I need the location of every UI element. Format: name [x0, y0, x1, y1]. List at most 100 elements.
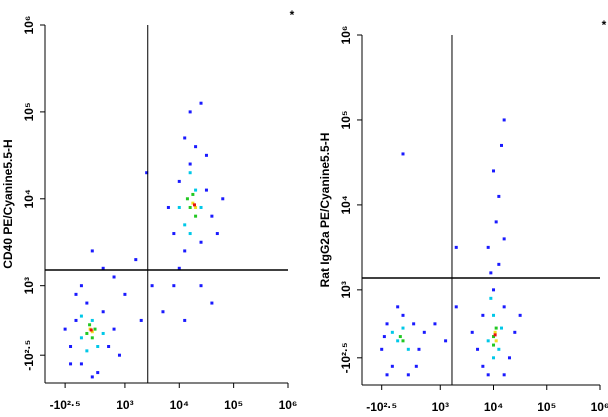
- y-tick-label: 10⁴: [22, 189, 36, 208]
- point: [497, 347, 501, 351]
- point: [499, 143, 503, 147]
- point: [486, 339, 490, 343]
- point: [513, 330, 517, 334]
- point: [88, 323, 92, 327]
- point: [90, 336, 94, 340]
- point: [396, 305, 400, 309]
- point: [380, 347, 384, 351]
- point: [188, 171, 192, 175]
- point: [112, 275, 116, 279]
- annotation: *: [602, 18, 607, 32]
- y-tick-label: 10⁴: [339, 195, 353, 214]
- x-tick-label: 10⁴: [484, 400, 503, 414]
- point: [134, 258, 138, 262]
- point: [123, 292, 127, 296]
- point: [502, 118, 506, 122]
- point: [85, 331, 89, 335]
- point: [398, 335, 402, 339]
- x-tick-label: 10⁶: [591, 400, 608, 414]
- point: [93, 327, 97, 331]
- point: [492, 169, 496, 173]
- point: [191, 201, 195, 205]
- point: [406, 347, 410, 351]
- point: [183, 318, 187, 322]
- point: [188, 205, 192, 209]
- point: [507, 356, 511, 360]
- point: [69, 362, 73, 366]
- point: [161, 310, 165, 314]
- x-tick-label: 10³: [432, 400, 449, 414]
- point: [390, 330, 394, 334]
- point: [502, 305, 506, 309]
- point: [382, 335, 386, 339]
- point: [444, 339, 448, 343]
- point: [101, 310, 105, 314]
- point: [401, 326, 405, 330]
- point: [188, 110, 192, 114]
- point: [139, 318, 143, 322]
- point: [194, 145, 198, 149]
- point: [199, 240, 203, 244]
- point: [188, 162, 192, 166]
- point: [215, 232, 219, 236]
- point: [494, 220, 498, 224]
- point: [486, 373, 490, 377]
- x-tick-label: 10⁶: [279, 398, 298, 412]
- y-tick-label: 10⁶: [339, 26, 353, 45]
- point: [194, 214, 198, 218]
- point: [177, 179, 181, 183]
- y-axis-label: CD40 PE/Cyanine5.5-H: [1, 139, 15, 268]
- point: [492, 288, 496, 292]
- point: [494, 339, 498, 343]
- point: [470, 330, 474, 334]
- point: [183, 223, 187, 227]
- point: [433, 322, 437, 326]
- point: [69, 345, 73, 349]
- point: [177, 266, 181, 270]
- point: [194, 205, 198, 209]
- point: [74, 292, 78, 296]
- point: [493, 330, 497, 334]
- y-axis-label: Rat IgG2a PE/Cyanine5.5-H: [318, 133, 332, 288]
- point: [499, 326, 503, 330]
- point: [210, 301, 214, 305]
- point: [172, 284, 176, 288]
- point: [145, 171, 149, 175]
- point: [177, 205, 181, 209]
- annotation: *: [290, 8, 295, 22]
- point: [493, 333, 497, 337]
- point: [486, 245, 490, 249]
- point: [112, 327, 116, 331]
- point: [96, 345, 100, 349]
- point: [210, 214, 214, 218]
- point: [188, 232, 192, 236]
- point: [492, 313, 496, 317]
- point: [204, 153, 208, 157]
- point: [79, 362, 83, 366]
- x-tick-label: -10²·⁵: [50, 398, 81, 412]
- x-tick-label: 10³: [116, 398, 133, 412]
- point: [492, 335, 496, 339]
- point: [96, 371, 100, 375]
- point: [492, 356, 496, 360]
- point: [502, 373, 506, 377]
- point: [63, 327, 67, 331]
- point: [401, 152, 405, 156]
- point: [79, 336, 83, 340]
- point: [74, 318, 78, 322]
- point: [481, 313, 485, 317]
- point: [166, 205, 170, 209]
- point: [85, 349, 89, 353]
- point: [494, 326, 498, 330]
- point: [89, 328, 93, 332]
- point: [101, 266, 105, 270]
- point: [454, 305, 458, 309]
- point: [401, 339, 405, 343]
- point: [406, 373, 410, 377]
- point: [489, 296, 493, 300]
- x-tick-label: 10⁵: [224, 398, 243, 412]
- point: [183, 136, 187, 140]
- point: [85, 301, 89, 305]
- point: [183, 249, 187, 253]
- point: [199, 205, 203, 209]
